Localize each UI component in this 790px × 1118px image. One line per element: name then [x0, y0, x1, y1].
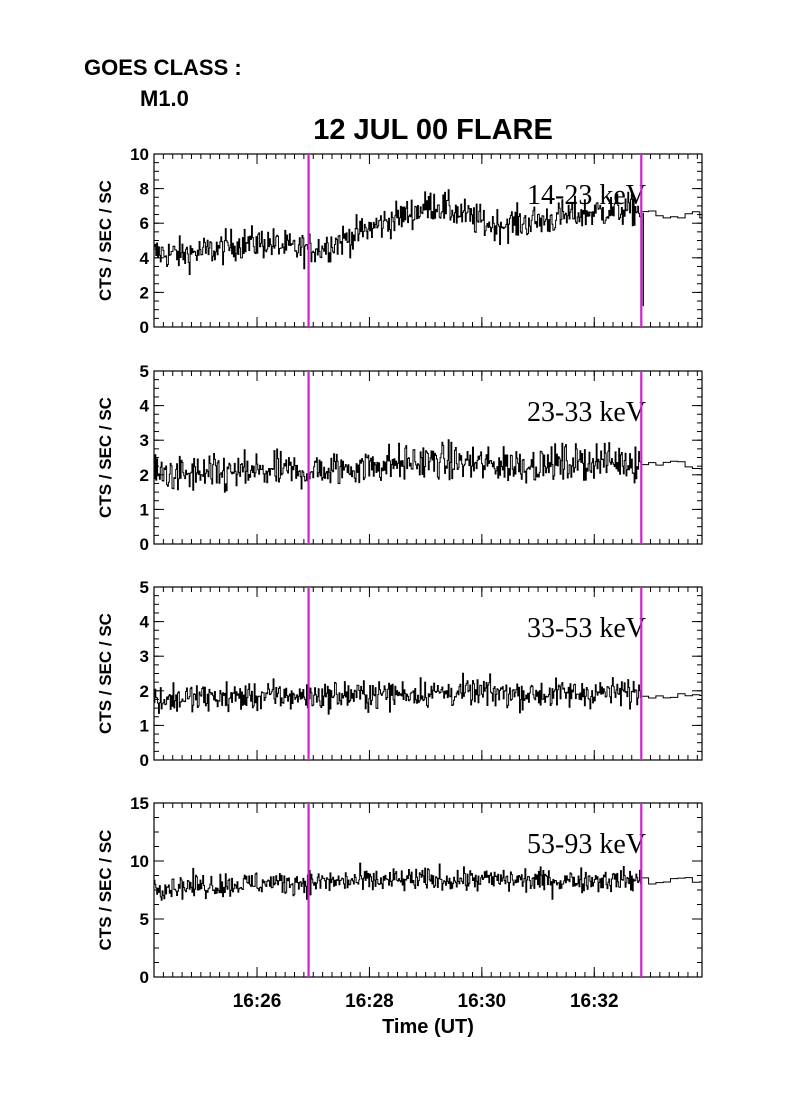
band-label: 23-33 keV: [527, 397, 646, 428]
y-tick-label: 0: [140, 968, 149, 987]
y-tick-label: 1: [140, 500, 149, 519]
y-tick-label: 0: [140, 751, 149, 770]
y-tick-label: 10: [130, 852, 149, 871]
y-tick-label: 15: [130, 794, 149, 813]
panel-4: 0 5 10 15 CTS / SEC / SC 53-93 keV: [96, 794, 703, 987]
y-tick-label: 5: [140, 362, 149, 381]
y-tick-label: 8: [140, 180, 149, 199]
x-tick-label: 16:32: [570, 991, 619, 1012]
y-tick-label: 0: [140, 535, 149, 554]
y-axis-label: CTS / SEC / SC: [96, 830, 115, 951]
goes-class-label: GOES CLASS :: [84, 55, 242, 80]
y-tick-label: 4: [140, 249, 150, 268]
y-tick-label: 6: [140, 214, 149, 233]
panel-3: 0 1 2 3 4 5 CTS / SEC / SC 33-53 keV: [96, 578, 703, 770]
y-tick-label: 3: [140, 431, 149, 450]
y-tick-label: 3: [140, 647, 149, 666]
y-axis-label: CTS / SEC / SC: [96, 613, 115, 734]
y-tick-label: 10: [130, 145, 149, 164]
data-trace-after: [641, 693, 702, 699]
band-label: 33-53 keV: [527, 613, 646, 644]
data-trace-after: [641, 210, 702, 219]
y-tick-label: 5: [140, 910, 149, 929]
y-tick-label: 2: [140, 283, 149, 302]
y-tick-label: 2: [140, 682, 149, 701]
data-trace-after: [641, 877, 702, 885]
goes-class-value: M1.0: [140, 86, 189, 111]
y-tick-label: 2: [140, 466, 149, 485]
data-trace: [153, 189, 642, 275]
y-tick-label: 5: [140, 578, 149, 597]
y-tick-label: 4: [140, 397, 150, 416]
data-trace: [153, 439, 642, 493]
x-tick-label: 16:28: [345, 991, 394, 1012]
band-label: 53-93 keV: [527, 829, 646, 860]
y-axis-label: CTS / SEC / SC: [96, 397, 115, 518]
y-tick-label: 0: [140, 318, 149, 337]
data-trace: [153, 672, 642, 715]
data-trace: [153, 862, 642, 901]
chart-title: 12 JUL 00 FLARE: [313, 114, 553, 146]
panel-2: 0 1 2 3 4 5 CTS / SEC / SC 23-33 keV: [96, 362, 703, 554]
x-tick-label: 16:30: [458, 991, 507, 1012]
x-axis-label: Time (UT): [382, 1016, 474, 1038]
y-tick-label: 4: [140, 613, 150, 632]
y-tick-label: 1: [140, 716, 149, 735]
x-tick-label: 16:26: [233, 991, 282, 1012]
data-trace-after: [641, 460, 702, 470]
y-axis-label: CTS / SEC / SC: [96, 180, 115, 301]
